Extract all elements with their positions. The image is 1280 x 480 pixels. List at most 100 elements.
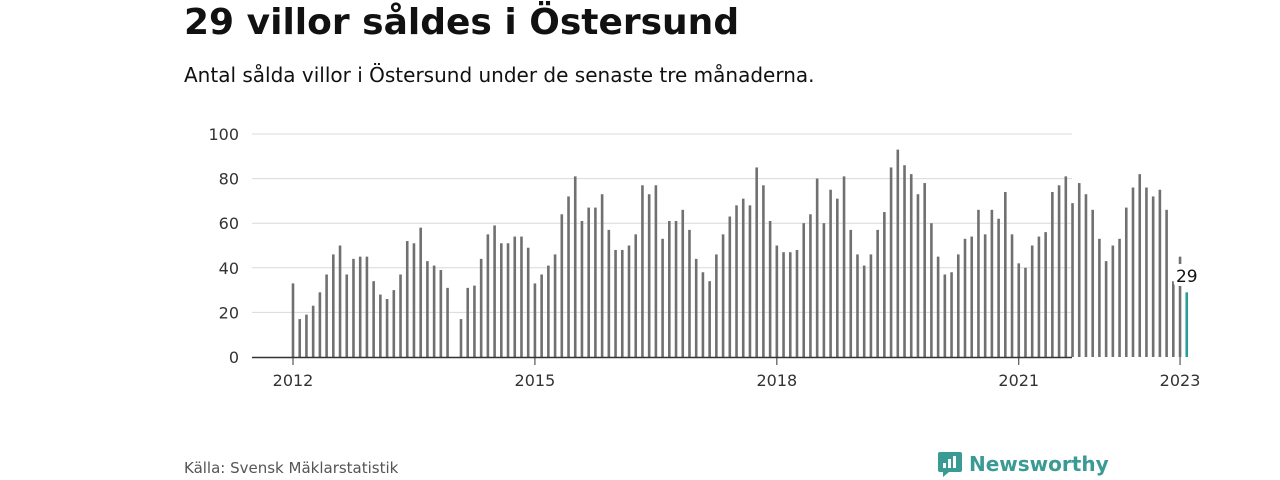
- bar: [977, 209, 980, 357]
- y-tick-label: 60: [219, 214, 239, 233]
- bar: [1118, 238, 1121, 357]
- bar: [883, 212, 886, 357]
- bar: [426, 261, 429, 357]
- bar: [486, 234, 490, 357]
- bar: [466, 287, 470, 357]
- bar: [1165, 209, 1168, 357]
- bar: [701, 272, 705, 357]
- bar: [930, 223, 933, 357]
- x-tick-label: 2021: [998, 371, 1039, 390]
- bar: [1037, 236, 1041, 357]
- x-axis-ticks: 2012 2015 2018 2021 2023: [273, 357, 1201, 390]
- bar: [1178, 256, 1182, 357]
- bar: [547, 265, 550, 357]
- bar: [641, 185, 644, 357]
- bar: [560, 214, 564, 357]
- bar: [1158, 189, 1162, 357]
- annotation: 29: [1173, 264, 1202, 287]
- bar: [836, 198, 839, 357]
- bar: [802, 223, 806, 357]
- x-tick-label: 2023: [1160, 371, 1201, 390]
- bar: [580, 220, 584, 357]
- y-tick-label: 40: [219, 259, 239, 278]
- bar: [1010, 234, 1014, 357]
- y-axis-ticks: 0 20 40 60 80 100: [208, 125, 239, 367]
- bar: [748, 205, 752, 357]
- brand-logo[interactable]: Newsworthy: [937, 450, 1109, 478]
- chart-title: 29 villor såldes i Östersund: [184, 2, 740, 43]
- bar: [540, 274, 543, 357]
- bar: [896, 149, 900, 357]
- bar: [399, 274, 402, 357]
- bar: [1030, 245, 1034, 357]
- brand-name: Newsworthy: [969, 452, 1109, 476]
- bars: [291, 149, 1189, 357]
- bar: [1077, 183, 1081, 357]
- bar: [1098, 238, 1101, 357]
- bar: [291, 283, 295, 357]
- bar: [856, 254, 859, 357]
- bar: [721, 234, 725, 357]
- bar: [956, 254, 960, 357]
- bar: [755, 167, 758, 357]
- bar: [1017, 263, 1021, 357]
- bar: [1044, 232, 1047, 357]
- bar: [1051, 191, 1054, 357]
- bar: [862, 265, 866, 357]
- bar: [1091, 209, 1094, 357]
- bar: [325, 274, 328, 357]
- bar: [567, 196, 570, 357]
- bar-highlight: [1185, 292, 1189, 357]
- bar: [614, 249, 617, 357]
- bar: [909, 174, 913, 357]
- bar: [1071, 203, 1074, 357]
- bar: [473, 285, 476, 357]
- bar: [594, 207, 597, 357]
- source-text: Källa: Svensk Mäklarstatistik: [184, 459, 399, 477]
- bar: [553, 254, 557, 357]
- bar: [903, 165, 906, 357]
- bar: [607, 229, 611, 357]
- bar: [432, 265, 436, 357]
- bar: [990, 209, 994, 357]
- bar: [674, 220, 678, 357]
- bar: [762, 185, 765, 357]
- bar: [634, 234, 638, 357]
- bar: [358, 256, 362, 357]
- bar: [1111, 245, 1115, 357]
- bar: [459, 319, 463, 357]
- bar: [419, 227, 422, 357]
- bar: [338, 245, 342, 357]
- bar: [1024, 267, 1027, 357]
- bar: [506, 243, 510, 357]
- bar: [688, 229, 691, 357]
- bar: [963, 238, 967, 357]
- bar: [1172, 281, 1175, 357]
- y-tick-label: 20: [219, 303, 239, 322]
- bar: [708, 281, 711, 357]
- bar: [311, 305, 315, 357]
- bar: [439, 270, 443, 357]
- bar: [1064, 176, 1068, 357]
- bar: [1104, 261, 1108, 357]
- bar: [768, 220, 772, 357]
- bar: [809, 214, 812, 357]
- bar: [479, 258, 483, 357]
- x-tick-label: 2012: [273, 371, 314, 390]
- bar: [950, 272, 953, 357]
- bar: [365, 256, 369, 357]
- bar: [513, 236, 517, 357]
- x-tick-label: 2015: [515, 371, 556, 390]
- bar: [849, 229, 853, 357]
- bar: [889, 167, 893, 357]
- bar: [600, 194, 604, 357]
- bar: [983, 234, 987, 357]
- bar: [533, 283, 537, 357]
- bar: [997, 218, 1000, 357]
- bar: [520, 236, 523, 357]
- bar: [1151, 196, 1155, 357]
- bar: [1145, 187, 1148, 357]
- bar: [661, 238, 664, 357]
- bar: [654, 185, 658, 357]
- bar: [775, 245, 779, 357]
